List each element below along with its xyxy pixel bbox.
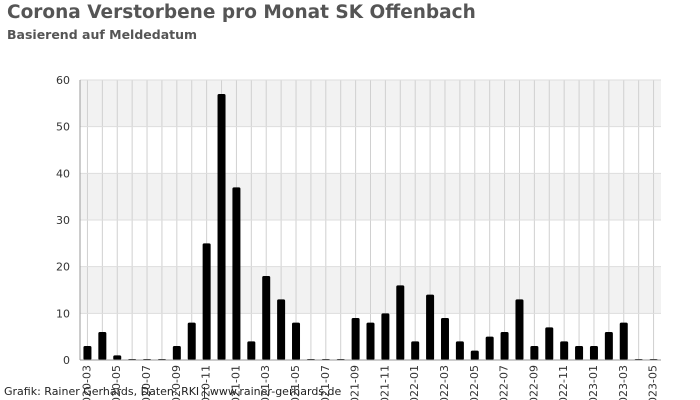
bar-2020-09	[172, 346, 181, 360]
y-tick-label: 10	[56, 307, 70, 320]
x-tick-label: 2023-05	[647, 365, 660, 400]
x-tick-label: 2021-09	[349, 365, 362, 400]
x-tick-label: 2020-07	[140, 365, 153, 400]
y-tick-label: 50	[56, 121, 70, 134]
bar-2022-05	[470, 350, 479, 360]
chart-title: Corona Verstorbene pro Monat SK Offenbac…	[7, 2, 476, 23]
bar-2020-12	[217, 94, 226, 360]
y-tick-label: 30	[56, 214, 70, 227]
x-tick-label: 2022-07	[498, 365, 511, 400]
x-tick-label: 2021-01	[229, 365, 242, 400]
bar-2022-01	[411, 341, 420, 360]
x-tick-label: 2022-05	[468, 365, 481, 400]
y-tick-label: 60	[56, 74, 70, 87]
x-tick-label: 2022-03	[438, 365, 451, 400]
bar-2022-09	[530, 346, 539, 360]
bar-2022-07	[500, 332, 509, 360]
bar-2021-11	[381, 313, 390, 360]
bar-2023-02	[604, 332, 613, 360]
x-tick-label: 2022-09	[527, 365, 540, 400]
x-tick-label: 2021-11	[378, 365, 391, 400]
x-tick-label: 2023-01	[587, 365, 600, 400]
x-tick-label: 2023-03	[617, 365, 630, 400]
bar-2021-04	[277, 299, 286, 360]
bar-2020-11	[202, 243, 211, 360]
y-tick-label: 0	[63, 354, 70, 367]
bar-2022-04	[455, 341, 464, 360]
bar-2023-03	[619, 322, 628, 360]
bar-2020-10	[187, 322, 196, 360]
bar-2020-05	[113, 355, 122, 360]
bar-2020-04	[98, 332, 107, 360]
bar-2021-12	[396, 285, 405, 360]
x-tick-label: 2020-05	[110, 365, 123, 400]
x-tick-label: 2020-03	[80, 365, 93, 400]
bar-2022-02	[426, 294, 435, 360]
x-tick-label: 2021-03	[259, 365, 272, 400]
x-tick-label: 2020-11	[200, 365, 213, 400]
bar-2022-11	[560, 341, 569, 360]
bar-2022-12	[575, 346, 584, 360]
x-tick-label: 2021-07	[319, 365, 332, 400]
x-tick-label: 2021-05	[289, 365, 302, 400]
x-tick-label: 2022-01	[408, 365, 421, 400]
x-tick-label: 2020-09	[170, 365, 183, 400]
chart-subtitle: Basierend auf Meldedatum	[7, 27, 198, 42]
bar-2021-05	[292, 322, 301, 360]
bar-2022-06	[485, 336, 494, 360]
x-tick-label: 2022-11	[557, 365, 570, 400]
bar-2023-01	[589, 346, 598, 360]
bar-2020-03	[83, 346, 92, 360]
bar-2022-03	[440, 318, 449, 360]
source-credit: Grafik: Rainer Gerhards, Daten: RKI | ww…	[4, 385, 342, 398]
bar-2021-03	[262, 276, 271, 360]
bar-2021-02	[247, 341, 256, 360]
y-tick-label: 20	[56, 261, 70, 274]
y-tick-label: 40	[56, 167, 70, 180]
bar-2022-10	[545, 327, 554, 360]
bar-2021-10	[366, 322, 375, 360]
bar-2021-01	[232, 187, 241, 360]
bar-2022-08	[515, 299, 524, 360]
bar-2021-09	[351, 318, 360, 360]
